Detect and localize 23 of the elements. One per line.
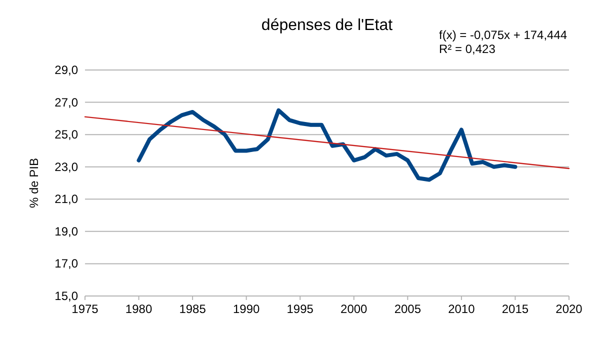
y-tick-label: 17,0 — [54, 256, 78, 271]
x-tick-label: 2015 — [502, 302, 529, 316]
y-axis-title: % de PIB — [27, 158, 41, 208]
x-tick-label: 1995 — [286, 302, 314, 316]
x-tick-label: 1990 — [232, 302, 260, 316]
x-tick-label: 2020 — [556, 302, 583, 316]
y-tick-label: 15,0 — [54, 289, 78, 303]
y-tick-label: 19,0 — [54, 224, 78, 238]
x-tick-label: 1975 — [72, 302, 99, 316]
chart-title: dépenses de l'Etat — [261, 17, 394, 34]
y-tick-label: 27,0 — [54, 95, 78, 110]
y-tick-label: 23,0 — [54, 160, 78, 174]
line-series — [136, 108, 518, 182]
x-tick-label: 2010 — [448, 302, 476, 316]
y-tick-label: 25,0 — [54, 128, 78, 142]
x-tick-label: 2000 — [340, 302, 368, 316]
x-tick-label: 1980 — [125, 302, 152, 316]
x-tick-label: 2005 — [394, 302, 422, 316]
x-tick-label: 1985 — [179, 302, 206, 316]
text: R² = 0,423 — [439, 42, 496, 56]
text: f(x) = -0,075x + 174,444 — [439, 28, 568, 42]
y-tick-label: 29,0 — [54, 63, 78, 77]
y-tick-label: 21,0 — [54, 192, 78, 206]
